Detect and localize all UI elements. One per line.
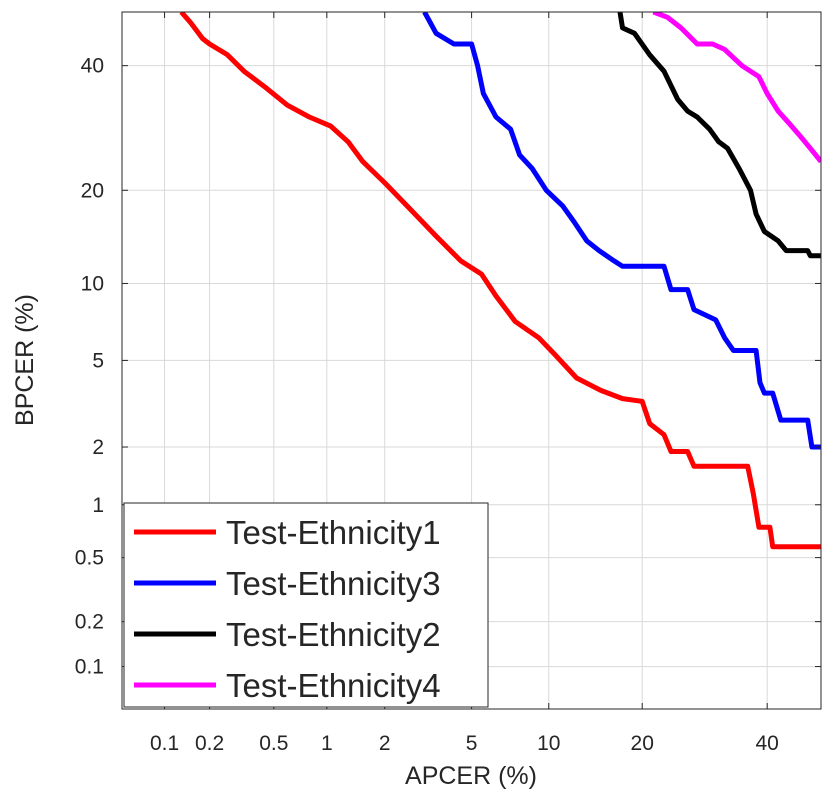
tick-labels: 0.1 0.2 0.5 1 2 5 10 20 40 0.1 0.2 0.5 1 2 5 10 20 40 — [75, 12, 821, 755]
x-tick-label: 2 — [379, 732, 391, 755]
series-layer — [179, 12, 821, 550]
series-line-3 — [617, 12, 821, 259]
y-tick-label: 40 — [81, 55, 104, 78]
x-axis-label: APCER (%) — [405, 762, 537, 790]
x-tick-label: 0.5 — [259, 732, 288, 755]
x-tick-label: 10 — [537, 732, 560, 755]
x-tick-label: 0.2 — [195, 732, 224, 755]
y-tick-label: 0.5 — [75, 547, 104, 570]
y-tick-label: 5 — [92, 349, 104, 372]
series-line-2 — [422, 12, 821, 450]
y-tick-label: 2 — [92, 436, 104, 459]
y-axis-label: BPCER (%) — [11, 294, 39, 426]
y-tick-label: 20 — [81, 179, 104, 202]
x-tick-label: 1 — [321, 732, 333, 755]
series-line-4 — [652, 12, 821, 164]
y-tick-label: 0.2 — [75, 611, 104, 634]
x-tick-label: 0.1 — [150, 732, 179, 755]
x-tick-label: 40 — [756, 732, 779, 755]
legend-label-3: Test-Ethnicity2 — [226, 616, 441, 653]
legend-box — [123, 502, 489, 708]
legend-label-1: Test-Ethnicity1 — [226, 514, 441, 551]
x-tick-label: 5 — [466, 732, 478, 755]
legend-label-4: Test-Ethnicity4 — [226, 667, 441, 704]
x-tick-label: 20 — [631, 732, 654, 755]
y-tick-label: 1 — [92, 494, 104, 517]
legend-label-2: Test-Ethnicity3 — [226, 565, 441, 602]
y-tick-label: 0.1 — [75, 656, 104, 679]
y-tick-label: 10 — [81, 272, 104, 295]
series-line-1 — [179, 12, 821, 550]
legend: Test-Ethnicity1 Test-Ethnicity3 Test-Ethni… — [123, 502, 489, 708]
